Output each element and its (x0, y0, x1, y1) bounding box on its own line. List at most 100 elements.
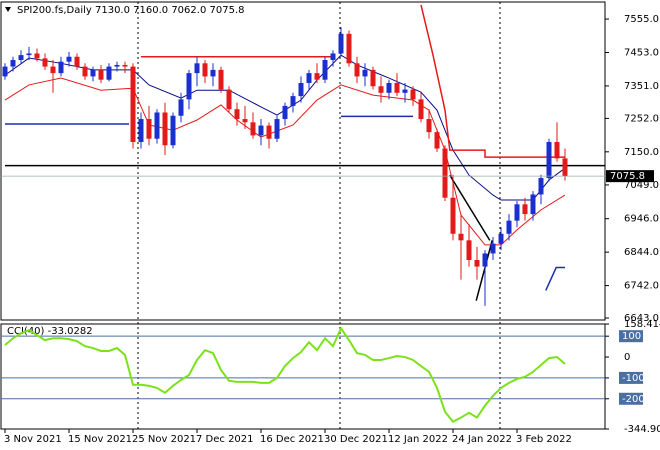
candle-body (290, 96, 296, 106)
candle-body (354, 63, 360, 77)
candle-body (514, 204, 520, 221)
candle-body (442, 148, 448, 198)
x-tick-label: 3 Nov 2021 (4, 434, 62, 445)
x-tick-label: 16 Dec 2021 (260, 434, 324, 445)
candle-body (122, 64, 128, 67)
candle-body (346, 33, 352, 64)
x-tick-label: 24 Jan 2022 (452, 434, 512, 445)
candle-body (90, 69, 96, 77)
candle-body (242, 119, 248, 123)
candle-body (482, 253, 488, 267)
candle-body (202, 63, 208, 77)
candle-body (10, 60, 16, 67)
candle-body (178, 99, 184, 116)
candle-body (338, 33, 344, 54)
candle-body (266, 125, 272, 139)
y-tick-label: -100 (622, 373, 645, 384)
candle-body (34, 53, 40, 59)
main-frame (0, 1, 606, 321)
candle-body (42, 58, 48, 67)
candle-body (106, 66, 112, 80)
candle-body (450, 197, 456, 234)
candle-body (26, 53, 32, 56)
y-tick-box (619, 371, 643, 384)
candle-body (170, 115, 176, 146)
cci-frame (0, 323, 606, 430)
candles (2, 4, 605, 306)
x-tick-label: 30 Dec 2021 (324, 434, 388, 445)
candle-body (210, 69, 216, 77)
candle-body (154, 112, 160, 139)
y-tick-label: 6643.0 (624, 313, 659, 324)
y-tick-label: 6946.0 (624, 214, 659, 225)
candle-body (418, 99, 424, 120)
overlay-line (545, 266, 565, 291)
candle-body (186, 73, 192, 100)
candle-body (498, 233, 504, 244)
x-tick-label: 25 Nov 2021 (132, 434, 196, 445)
candle-body (274, 119, 280, 139)
cci-line (4, 326, 566, 423)
candle-body (522, 204, 528, 215)
candle-body (370, 69, 376, 87)
y-tick-label: -200 (622, 394, 645, 405)
candle-body (322, 60, 328, 80)
y-tick-label: 158.4144 (624, 319, 660, 330)
candle-body (562, 158, 568, 177)
candle-body (114, 64, 120, 67)
x-tick-label: 15 Nov 2021 (68, 434, 132, 445)
candle-body (146, 119, 152, 139)
candle-body (82, 66, 88, 77)
candle-body (2, 66, 8, 77)
candle-body (226, 89, 232, 110)
x-tick-label: 3 Feb 2022 (516, 434, 572, 445)
candle-body (306, 73, 312, 83)
y-tick-box (619, 392, 643, 405)
overlay-line (420, 4, 565, 158)
candle-body (58, 61, 64, 74)
y-tick-label: 7453.0 (624, 47, 659, 58)
candle-body (314, 73, 320, 80)
candle-body (74, 56, 80, 67)
candle-body (402, 89, 408, 93)
candle-body (466, 240, 472, 261)
x-tick-label: 7 Dec 2021 (196, 434, 254, 445)
y-tick-label: 7252.0 (624, 113, 659, 124)
candle-body (546, 141, 552, 179)
candle-body (362, 69, 368, 77)
candle-body (282, 105, 288, 120)
y-tick-label: -344.901 (624, 424, 660, 435)
cci-title: CCI(40) -33.0282 (7, 326, 93, 337)
candle-body (410, 89, 416, 100)
candle-body (330, 53, 336, 61)
candle-body (426, 119, 432, 133)
y-tick-label: 0 (624, 352, 630, 363)
chart-title: SPI200.fs,Daily 7130.0 7160.0 7062.0 707… (17, 5, 244, 16)
y-tick-label: 6742.0 (624, 281, 659, 292)
last-price-label: 7075.8 (610, 171, 645, 182)
candle-body (162, 112, 168, 146)
candle-body (18, 55, 24, 61)
menu-arrow (5, 7, 11, 12)
candle-body (194, 63, 200, 74)
candle-body (474, 260, 480, 267)
y-tick-label: 7555.0 (624, 14, 659, 25)
candle-body (506, 220, 512, 234)
y-tick-label: 7351.0 (624, 81, 659, 92)
candle-body (434, 132, 440, 149)
candle-body (66, 56, 72, 62)
overlay-line (449, 174, 491, 241)
candle-body (530, 194, 536, 215)
candle-body (386, 82, 392, 93)
candle-body (554, 141, 560, 159)
candle-body (98, 69, 104, 80)
candle-body (138, 119, 144, 142)
y-tick-label: 7150.0 (624, 147, 659, 158)
y-tick-label: 6844.0 (624, 247, 659, 258)
x-tick-label: 12 Jan 2022 (388, 434, 448, 445)
candle-body (298, 82, 304, 97)
y-tick-label: 7049.0 (624, 180, 659, 191)
candle-body (250, 122, 256, 136)
